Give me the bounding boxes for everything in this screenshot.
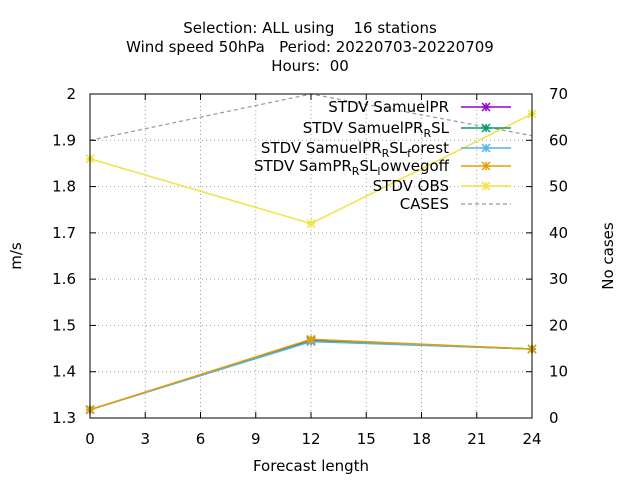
legend-swatch-marker (481, 102, 491, 112)
legend-label: CASES (400, 195, 449, 213)
x-tick-label: 21 (467, 430, 486, 448)
x-tick-label: 9 (251, 430, 261, 448)
legend-label: STDV SamPRRSLlowvegoff (254, 157, 450, 178)
legend-swatch-marker (481, 161, 491, 171)
legend-label: STDV SamuelPRRSL (303, 119, 450, 140)
x-tick-label: 12 (301, 430, 320, 448)
legend-label-segment: STDV SamuelPR (261, 139, 382, 157)
title-line: Selection: ALL using 16 stations (183, 19, 437, 37)
x-tick-label: 24 (522, 430, 541, 448)
y2-tick-label: 40 (549, 224, 568, 242)
legend-label: STDV SamuelPRRSLforest (261, 139, 449, 160)
x-tick-label: 3 (140, 430, 150, 448)
y-tick-label: 1.3 (52, 409, 76, 427)
legend-label-segment: SL (359, 157, 378, 175)
legend-item-cases: CASES (400, 195, 511, 213)
y-tick-label: 1.4 (52, 363, 76, 381)
legend-label-segment: CASES (400, 195, 449, 213)
y2-tick-label: 20 (549, 316, 568, 334)
data-point-obs (306, 219, 316, 229)
y2-tick-label: 30 (549, 270, 568, 288)
legend-label-segment: owvegoff (380, 157, 449, 175)
y-tick-label: 1.5 (52, 316, 76, 334)
x-tick-label: 0 (85, 430, 95, 448)
legend-label-segment: STDV OBS (373, 177, 449, 195)
legend-label-segment: STDV SamuelPR (328, 98, 449, 116)
axis-ticks: 0 3 6 9 12 15 18 21 241.31.41.51.61.71.81.920102… (52, 85, 568, 448)
legend-item-sampr-rsl-lowvegoff: STDV SamPRRSLlowvegoff (254, 157, 511, 178)
title-line: Wind speed 50hPa Period: 20220703-202207… (126, 38, 494, 56)
legend-label-subscript: l (377, 165, 380, 178)
x-tick-label: 15 (357, 430, 376, 448)
series-line-samuelpr-rsl-forest (89, 340, 533, 411)
y-tick-label: 1.7 (52, 224, 76, 242)
data-point-sampr-rsl-lowvegoff (306, 334, 316, 344)
legend-item-samuelpr-rsl: STDV SamuelPRRSL (303, 119, 511, 140)
legend-label-subscript: R (352, 165, 360, 178)
legend-label: STDV SamuelPR (328, 98, 449, 116)
legend-swatch-marker (481, 181, 491, 191)
y2-axis-label: No cases (599, 222, 617, 290)
y-tick-label: 1.9 (52, 131, 76, 149)
grid (90, 94, 532, 418)
legend-item-samuelpr: STDV SamuelPR (328, 98, 511, 116)
legend-item-samuelpr-rsl-forest: STDV SamuelPRRSLforest (261, 139, 511, 160)
y2-tick-label: 60 (549, 131, 568, 149)
x-tick-label: 6 (196, 430, 206, 448)
x-tick-label: 18 (412, 430, 431, 448)
legend-label: STDV OBS (373, 177, 449, 195)
legend-label-segment: SL (389, 139, 408, 157)
series-line-samuelpr-rsl (89, 340, 533, 411)
y-axis-label: m/s (7, 242, 25, 270)
y2-tick-label: 10 (549, 363, 568, 381)
legend-swatch-marker (481, 123, 491, 133)
y-tick-label: 2 (66, 85, 76, 103)
legend-label-subscript: f (407, 147, 412, 160)
y-tick-label: 1.6 (52, 270, 76, 288)
legend-swatch-marker (481, 143, 491, 153)
title-line: Hours: 00 (271, 57, 349, 75)
legend-label-segment: orest (411, 139, 449, 157)
y2-tick-label: 0 (549, 409, 559, 427)
y2-tick-label: 50 (549, 178, 568, 196)
y-tick-label: 1.8 (52, 178, 76, 196)
legend-label-segment: STDV SamuelPR (303, 119, 424, 137)
legend-label-segment: STDV SamPR (254, 157, 352, 175)
y2-tick-label: 70 (549, 85, 568, 103)
legend-label-segment: SL (431, 119, 450, 137)
legend-item-obs: STDV OBS (373, 177, 511, 195)
legend-label-subscript: R (423, 127, 431, 140)
x-axis-label: Forecast length (253, 457, 369, 475)
legend-label-subscript: R (382, 147, 390, 160)
